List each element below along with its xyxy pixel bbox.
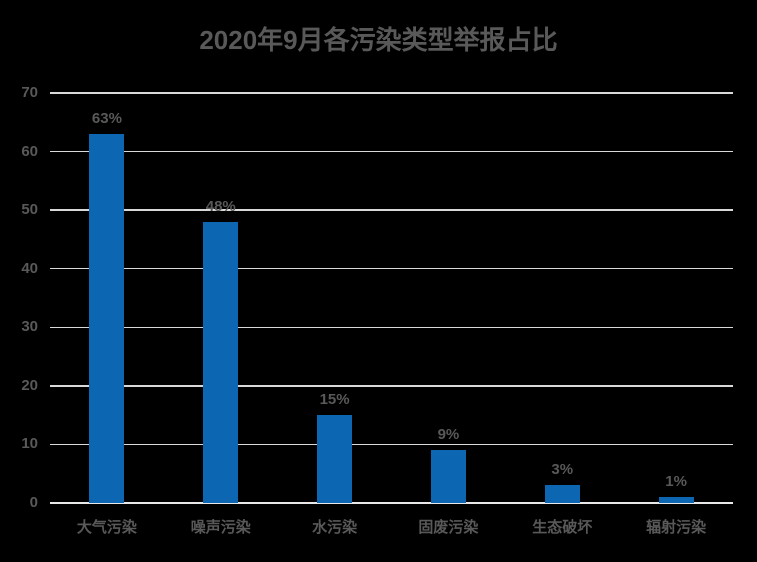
- x-axis-line: [50, 502, 733, 504]
- gridline: [50, 385, 733, 387]
- y-tick-label: 10: [21, 435, 38, 453]
- y-tick-label: 30: [21, 318, 38, 336]
- gridline: [50, 209, 733, 211]
- category-label: 生态破坏: [532, 519, 593, 536]
- gridline: [50, 150, 733, 153]
- bar: [203, 221, 239, 503]
- y-tick-label: 40: [21, 259, 38, 277]
- bar: [658, 497, 694, 503]
- gridline: [50, 267, 733, 270]
- data-label: 48%: [205, 197, 236, 215]
- category-label: 辐射污染: [646, 519, 707, 536]
- y-axis: 0 10 20 30 40 50 60 70: [0, 84, 38, 511]
- gridline: [50, 443, 733, 446]
- category-label: 噪声污染: [190, 519, 251, 536]
- y-tick-label: 60: [21, 142, 38, 160]
- data-label: 15%: [319, 391, 350, 409]
- y-tick-label: 50: [21, 201, 38, 219]
- category-label: 大气污染: [76, 519, 137, 536]
- data-label: 63%: [91, 110, 122, 127]
- y-tick-label: 0: [29, 494, 38, 511]
- plot-area: 63% 48% 15% 9% 3% 1%: [50, 92, 733, 504]
- bar: [544, 485, 580, 503]
- gridline: [50, 92, 733, 94]
- x-axis: 大气污染 噪声污染 水污染 固废污染 生态破坏 辐射污染: [50, 517, 733, 547]
- gridline: [50, 326, 733, 329]
- chart-title: 2020年9月各污染类型举报占比: [199, 25, 558, 55]
- bar: [430, 450, 466, 503]
- data-label: 3%: [551, 461, 574, 479]
- category-label: 水污染: [312, 519, 358, 536]
- data-label: 9%: [437, 426, 460, 444]
- y-tick-label: 20: [21, 376, 38, 394]
- bar: [317, 415, 353, 503]
- y-tick-label: 70: [21, 84, 38, 101]
- bar: [89, 134, 125, 503]
- data-label: 1%: [665, 473, 687, 491]
- category-label: 固废污染: [418, 519, 479, 536]
